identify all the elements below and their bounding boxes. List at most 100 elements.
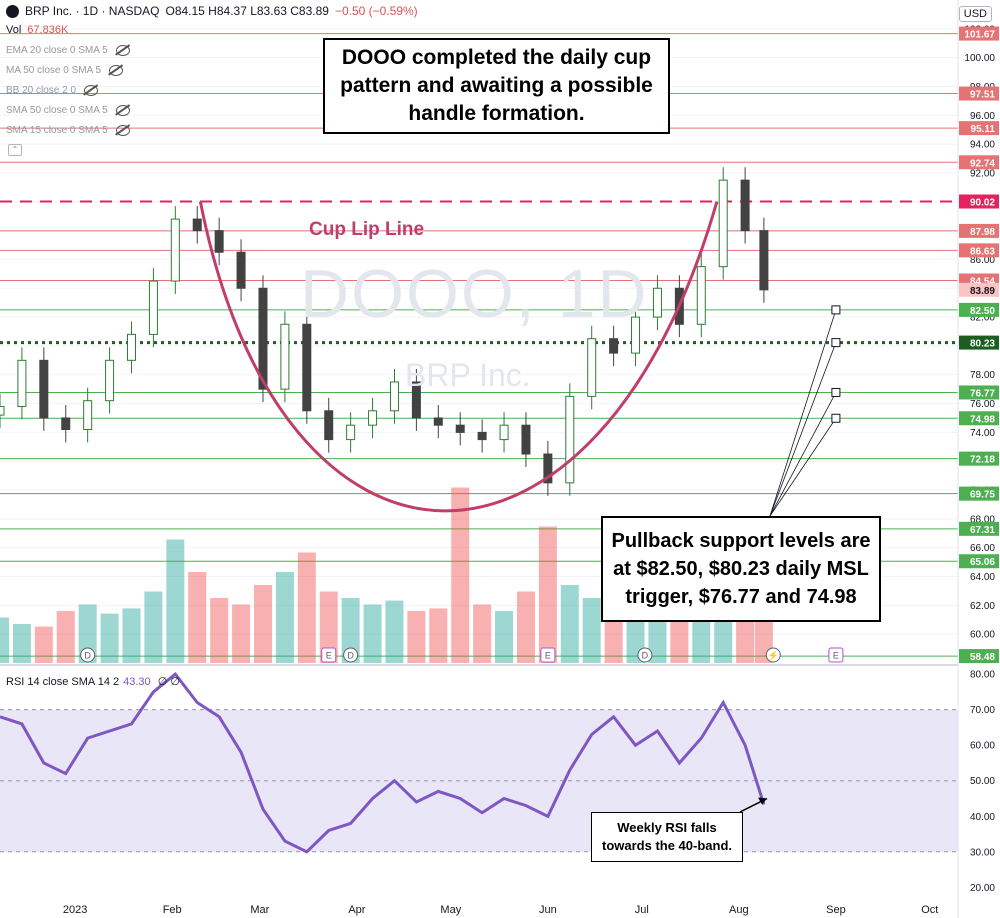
indicator-legend-sma50[interactable]: SMA 50 close 0 SMA 5 xyxy=(6,105,130,116)
candle-body xyxy=(61,417,71,431)
candle-body xyxy=(521,424,531,455)
indicator-legend-bb[interactable]: BB 20 close 2 0 xyxy=(6,85,99,96)
support-pointer-anchor xyxy=(831,387,841,397)
price-label-box xyxy=(959,282,999,297)
volume-bar xyxy=(0,617,9,663)
event-marker-label: E xyxy=(833,651,839,661)
candle-body xyxy=(411,381,421,419)
collapse-legend-icon[interactable]: ⌃ xyxy=(8,144,22,156)
indicator-label: EMA 20 close 0 SMA 5 xyxy=(6,45,108,57)
price-tick-label: 64.00 xyxy=(970,572,995,583)
callout-line: towards the 40-band. xyxy=(601,838,733,853)
price-label-box xyxy=(959,223,999,238)
rsi-band-fill xyxy=(0,709,958,852)
indicator-legend-ma50[interactable]: MA 50 close 0 SMA 5 xyxy=(6,65,124,76)
x-tick-label: Apr xyxy=(348,904,365,916)
symbol-logo-icon xyxy=(6,4,19,18)
candle-body xyxy=(17,359,27,407)
rsi-tick-label: 50.00 xyxy=(970,776,995,787)
volume-legend: Vol 67.836K xyxy=(6,24,68,36)
volume-bar xyxy=(341,598,360,663)
eye-hidden-icon[interactable] xyxy=(115,105,130,116)
price-label-box xyxy=(959,26,999,41)
indicator-label: SMA 15 close 0 SMA 5 xyxy=(6,125,108,137)
price-label-box xyxy=(959,451,999,466)
rsi-extra: ∅ ∅ xyxy=(157,676,180,688)
price-label-text: 74.98 xyxy=(970,414,995,425)
callout-line: at $82.50, $80.23 daily MSL xyxy=(613,558,869,580)
volume-bar xyxy=(319,591,338,663)
price-label-text: 84.54 xyxy=(970,276,995,287)
candle-body xyxy=(324,410,334,441)
rsi-tick-label: 70.00 xyxy=(970,705,995,716)
rsi-tick-label: 40.00 xyxy=(970,812,995,823)
indicator-legend-ema[interactable]: EMA 20 close 0 SMA 5 xyxy=(6,45,130,56)
price-label-box xyxy=(959,155,999,170)
event-marker-label: E xyxy=(545,651,551,661)
candle-body xyxy=(631,316,641,354)
price-label-text: 82.50 xyxy=(970,306,995,317)
rsi-pointer-arrowhead xyxy=(758,797,768,805)
candle-body xyxy=(236,251,246,289)
price-label-text: 87.98 xyxy=(970,227,995,238)
eye-hidden-icon[interactable] xyxy=(109,65,124,76)
candle-body xyxy=(39,359,49,419)
symbol-title[interactable]: BRP Inc. · 1D · NASDAQ xyxy=(25,4,160,18)
event-marker-label: E xyxy=(326,651,332,661)
watermark-ticker: DOOO, 1D xyxy=(300,256,649,332)
eye-hidden-icon[interactable] xyxy=(115,125,130,136)
price-label-box xyxy=(959,335,999,350)
price-label-box xyxy=(959,649,999,664)
callout-line: trigger, $76.77 and 74.98 xyxy=(625,586,857,608)
event-marker-earnings xyxy=(828,647,844,663)
candle-body xyxy=(258,287,268,390)
volume-bar xyxy=(451,487,470,663)
candle-body xyxy=(609,338,619,354)
price-tick-label: 76.00 xyxy=(970,399,995,410)
volume-bar xyxy=(429,608,448,663)
price-label-text: 65.06 xyxy=(970,557,995,568)
volume-bar xyxy=(297,552,316,663)
callout-line: DOOO completed the daily cup xyxy=(341,46,652,69)
x-tick-label: Feb xyxy=(163,904,182,916)
support-pointer-line xyxy=(769,309,837,517)
support-pointer-anchor xyxy=(831,305,841,315)
price-tick-label: 82.00 xyxy=(970,313,995,324)
candle-body xyxy=(105,359,115,402)
event-marker-dividend xyxy=(765,647,781,663)
price-label-box xyxy=(959,243,999,258)
event-marker-dividend xyxy=(343,647,359,663)
eye-hidden-icon[interactable] xyxy=(115,45,130,56)
candle-body xyxy=(455,424,465,433)
price-label-box xyxy=(959,411,999,426)
price-tick-label: 74.00 xyxy=(970,428,995,439)
candle-body xyxy=(696,266,706,325)
price-tick-label: 92.00 xyxy=(970,168,995,179)
rsi-tick-label: 20.00 xyxy=(970,883,995,894)
price-tick-label: 86.00 xyxy=(970,255,995,266)
volume-bar xyxy=(232,604,251,663)
event-marker-label: D xyxy=(642,651,649,661)
volume-bar xyxy=(34,626,53,663)
callout-line: Pullback support levels are xyxy=(611,530,871,552)
candle-body xyxy=(192,218,202,232)
event-marker-label: D xyxy=(84,651,91,661)
candle-body xyxy=(740,179,750,232)
eye-hidden-icon[interactable] xyxy=(84,85,99,96)
volume-bar xyxy=(407,611,426,663)
volume-bar xyxy=(166,539,185,663)
callout-pointers xyxy=(739,305,841,813)
volume-bar xyxy=(100,613,119,663)
cup-curve-path xyxy=(198,201,719,513)
rsi-tick-label: 30.00 xyxy=(970,847,995,858)
volume-bar xyxy=(495,611,514,663)
indicator-legend-sma15[interactable]: SMA 15 close 0 SMA 5 xyxy=(6,125,130,136)
volume-bar xyxy=(670,611,689,663)
candle-body xyxy=(368,410,378,426)
rsi-line xyxy=(0,671,766,854)
currency-selector[interactable]: USD xyxy=(958,6,992,22)
price-label-text: 86.63 xyxy=(970,246,995,257)
rsi-band xyxy=(0,709,958,853)
price-label-text: 83.89 xyxy=(970,286,995,297)
price-label-box xyxy=(959,302,999,317)
